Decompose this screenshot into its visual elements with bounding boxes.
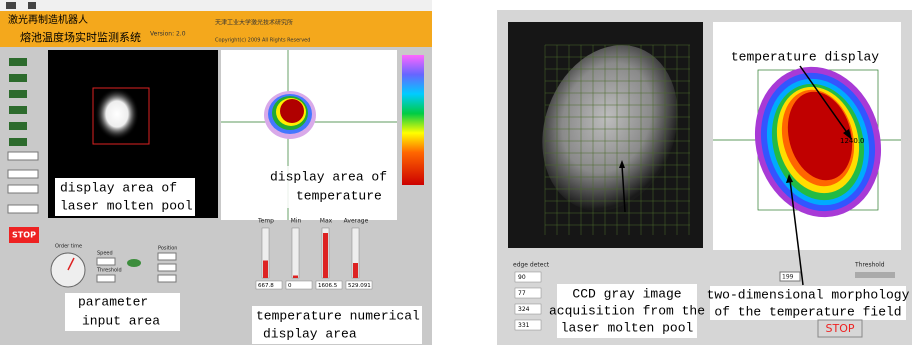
annotation: of the temperature field [714,304,901,319]
control-label: Order time [55,244,82,250]
control-label: Speed [97,251,113,257]
led [9,58,27,66]
readout-label: Average [344,218,369,225]
toggle[interactable] [127,259,141,267]
annotation: display area [263,326,357,341]
peak-value: 1240.0 [840,137,865,145]
led [9,122,27,130]
stop-label: STOP [12,231,36,240]
thermometer-fill [263,261,268,279]
input-box[interactable] [8,185,38,193]
title-line2: 熔池温度场实时监测系统 [20,30,141,44]
annotation: display area of [270,169,387,184]
temperature-blob [280,99,304,123]
input-box[interactable] [158,253,176,260]
led [9,138,27,146]
annotation: laser molten pool [561,320,694,335]
annotation: parameter [78,294,148,309]
input-value: 77 [518,290,526,297]
led [9,106,27,114]
toolbar [0,0,432,11]
annotation: display area of [60,180,177,195]
thermometer [292,228,299,278]
input-value: 90 [518,274,526,281]
annotation: laser molten pool [60,198,193,213]
copyright: Copyright(c) 2009 All Rights Reserved [215,38,310,44]
annotation: input area [82,313,160,328]
stop-label: STOP [826,322,855,335]
thermometer-fill [323,233,328,278]
input-box[interactable] [158,264,176,271]
input-box[interactable] [8,205,38,213]
run-button[interactable] [6,2,16,9]
input-box[interactable] [8,170,38,178]
institute: 天津工业大学激光技术研究所 [215,19,293,27]
readout-value: 1606.5 [318,283,338,289]
annotation: CCD gray image [572,286,681,301]
annotation: temperature [296,188,382,203]
molten-pool-spot [95,88,139,140]
title-line1: 激光再制造机器人 [8,13,88,26]
body: {"left_panel": { "header": {"title_line1… [0,0,912,345]
input-box[interactable] [97,275,115,282]
input-value: 199 [782,274,794,281]
readout-value: 0 [288,283,292,289]
led [9,90,27,98]
annotation: two-dimensional morphology [707,287,910,302]
version: Version: 2.0 [150,31,186,38]
readout-value: 529.091 [348,283,371,289]
led [9,74,27,82]
readout-value: 667.8 [258,283,274,289]
left-panel: 激光再制造机器人 熔池温度场实时监测系统 Version: 2.0 天津工业大学… [0,0,432,345]
control-label: edge detect [513,262,550,269]
color-bar [402,55,424,185]
control-label: Threshold [96,268,122,274]
right-panel: temperature display 1240.0 edge detect 9… [497,10,912,345]
thermometer-fill [293,276,298,279]
annotation: temperature numerical [256,308,420,323]
readout-label: Temp [257,218,274,225]
input-value: 324 [518,306,530,313]
dropdown[interactable] [8,152,38,160]
control-label: Threshold [854,262,885,269]
annotation: acquisition from the [549,303,705,318]
input-box[interactable] [158,275,176,282]
page: body { margin: 0; width: 912px; height: … [0,0,912,345]
screenshot: 激光再制造机器人 熔池温度场实时监测系统 Version: 2.0 天津工业大学… [0,0,912,345]
readout-label: Min [291,218,302,225]
input-value: 331 [518,322,530,329]
readout-label: Max [320,218,333,225]
slider[interactable] [855,272,895,278]
pause-button[interactable] [28,2,36,9]
thermometer-fill [353,263,358,278]
control-label: Position [158,246,177,252]
annotation: temperature display [731,49,879,64]
input-box[interactable] [97,258,115,265]
